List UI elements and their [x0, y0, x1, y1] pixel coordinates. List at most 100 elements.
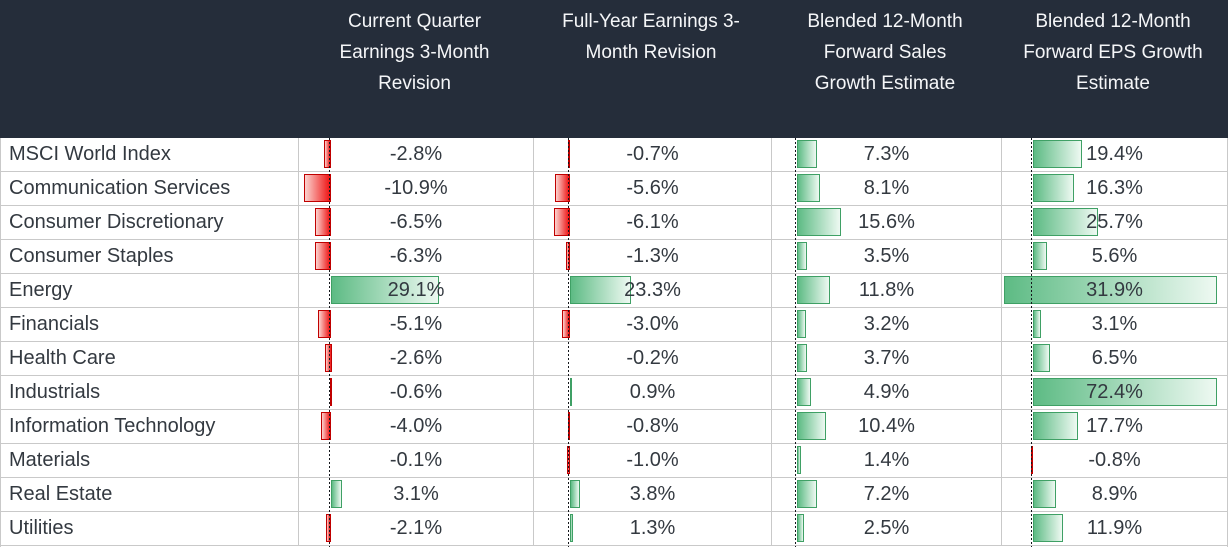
- positive-data-bar: [797, 446, 801, 474]
- value-cell[interactable]: 3.1%: [1001, 308, 1227, 341]
- value-cell[interactable]: -0.8%: [1001, 444, 1227, 477]
- cell-value: -4.0%: [389, 415, 443, 437]
- header-full-year-revision: Full-Year Earnings 3-Month Revision: [562, 11, 740, 63]
- value-cell[interactable]: 6.5%: [1001, 342, 1227, 375]
- value-cell[interactable]: 3.2%: [771, 308, 1001, 341]
- value-cell[interactable]: -2.6%: [298, 342, 533, 375]
- value-cell[interactable]: 2.5%: [771, 512, 1001, 545]
- row-label[interactable]: Materials: [9, 449, 91, 471]
- value-cell[interactable]: 31.9%: [1001, 274, 1227, 307]
- value-cell[interactable]: -5.1%: [298, 308, 533, 341]
- cell-value: 3.1%: [1091, 313, 1138, 335]
- row-label[interactable]: Consumer Discretionary: [9, 211, 224, 233]
- row-label[interactable]: Financials: [9, 313, 100, 335]
- positive-data-bar: [570, 480, 580, 508]
- cell-value: 3.2%: [863, 313, 910, 335]
- positive-data-bar: [1033, 140, 1082, 168]
- value-cell[interactable]: 19.4%: [1001, 138, 1227, 171]
- value-cell[interactable]: -0.1%: [298, 444, 533, 477]
- value-cell[interactable]: -0.7%: [533, 138, 771, 171]
- row-label[interactable]: MSCI World Index: [9, 143, 171, 165]
- positive-data-bar: [1033, 412, 1078, 440]
- value-cell[interactable]: -5.6%: [533, 172, 771, 205]
- row-label[interactable]: Industrials: [9, 381, 101, 403]
- value-cell[interactable]: 23.3%: [533, 274, 771, 307]
- row-label[interactable]: Energy: [9, 279, 73, 301]
- value-cell[interactable]: 3.5%: [771, 240, 1001, 273]
- cell-value: 19.4%: [1086, 143, 1143, 165]
- negative-data-bar: [314, 208, 331, 236]
- negative-data-bar: [324, 140, 331, 168]
- cell-value: -3.0%: [626, 313, 679, 335]
- cell-value: -0.8%: [626, 415, 679, 437]
- value-cell[interactable]: 3.8%: [533, 478, 771, 511]
- row-label[interactable]: Consumer Staples: [9, 245, 174, 267]
- cell-value: -6.5%: [389, 211, 443, 233]
- bar-axis-line: [329, 138, 330, 547]
- row-label[interactable]: Utilities: [9, 517, 74, 539]
- header-corner-cell: [0, 0, 297, 138]
- bar-axis-line: [795, 138, 796, 547]
- table-row: Financials -5.1% -3.0% 3.2% 3.1%: [1, 308, 1227, 342]
- value-cell[interactable]: -6.1%: [533, 206, 771, 239]
- header-forward-sales-growth: Blended 12-Month Forward Sales Growth Es…: [807, 11, 963, 94]
- value-cell[interactable]: 3.7%: [771, 342, 1001, 375]
- value-cell[interactable]: 1.4%: [771, 444, 1001, 477]
- value-cell[interactable]: 29.1%: [298, 274, 533, 307]
- cell-value: -6.1%: [626, 211, 679, 233]
- value-cell[interactable]: -1.0%: [533, 444, 771, 477]
- value-cell[interactable]: -10.9%: [298, 172, 533, 205]
- value-cell[interactable]: 0.9%: [533, 376, 771, 409]
- value-cell[interactable]: -6.3%: [298, 240, 533, 273]
- positive-data-bar: [1033, 378, 1217, 406]
- negative-data-bar: [553, 208, 570, 236]
- cell-value: 72.4%: [1086, 381, 1143, 403]
- value-cell[interactable]: -0.6%: [298, 376, 533, 409]
- positive-data-bar: [1033, 242, 1047, 270]
- bar-axis-line: [568, 138, 569, 547]
- cell-value: 7.3%: [863, 143, 910, 165]
- negative-data-bar: [318, 310, 332, 338]
- value-cell[interactable]: 8.9%: [1001, 478, 1227, 511]
- value-cell[interactable]: -6.5%: [298, 206, 533, 239]
- value-cell[interactable]: 72.4%: [1001, 376, 1227, 409]
- cell-value: 11.9%: [1086, 517, 1143, 539]
- table-row: Real Estate 3.1% 3.8% 7.2% 8.9%: [1, 478, 1227, 512]
- value-cell[interactable]: 4.9%: [771, 376, 1001, 409]
- value-cell[interactable]: -2.1%: [298, 512, 533, 545]
- positive-data-bar: [570, 378, 572, 406]
- table-row: Consumer Discretionary -6.5% -6.1% 15.6% 25.…: [1, 206, 1227, 240]
- value-cell[interactable]: 25.7%: [1001, 206, 1227, 239]
- value-cell[interactable]: -0.8%: [533, 410, 771, 443]
- value-cell[interactable]: -2.8%: [298, 138, 533, 171]
- cell-value: 1.4%: [863, 449, 910, 471]
- cell-value: 16.3%: [1086, 177, 1143, 199]
- value-cell[interactable]: 16.3%: [1001, 172, 1227, 205]
- value-cell[interactable]: 15.6%: [771, 206, 1001, 239]
- value-cell[interactable]: 5.6%: [1001, 240, 1227, 273]
- value-cell[interactable]: 17.7%: [1001, 410, 1227, 443]
- value-cell[interactable]: -3.0%: [533, 308, 771, 341]
- value-cell[interactable]: 7.2%: [771, 478, 1001, 511]
- value-cell[interactable]: 7.3%: [771, 138, 1001, 171]
- negative-data-bar: [561, 310, 570, 338]
- value-cell[interactable]: 11.8%: [771, 274, 1001, 307]
- value-cell[interactable]: 11.9%: [1001, 512, 1227, 545]
- positive-data-bar: [797, 208, 841, 236]
- value-cell[interactable]: -1.3%: [533, 240, 771, 273]
- row-label[interactable]: Information Technology: [9, 415, 216, 437]
- cell-value: -2.6%: [389, 347, 443, 369]
- positive-data-bar: [1033, 344, 1050, 372]
- value-cell[interactable]: 1.3%: [533, 512, 771, 545]
- row-label[interactable]: Health Care: [9, 347, 116, 369]
- cell-value: -1.0%: [626, 449, 679, 471]
- cell-value: 3.1%: [393, 483, 439, 505]
- value-cell[interactable]: 8.1%: [771, 172, 1001, 205]
- row-label[interactable]: Communication Services: [9, 177, 231, 199]
- value-cell[interactable]: -0.2%: [533, 342, 771, 375]
- positive-data-bar: [797, 174, 820, 202]
- value-cell[interactable]: 10.4%: [771, 410, 1001, 443]
- row-label[interactable]: Real Estate: [9, 483, 113, 505]
- value-cell[interactable]: -4.0%: [298, 410, 533, 443]
- value-cell[interactable]: 3.1%: [298, 478, 533, 511]
